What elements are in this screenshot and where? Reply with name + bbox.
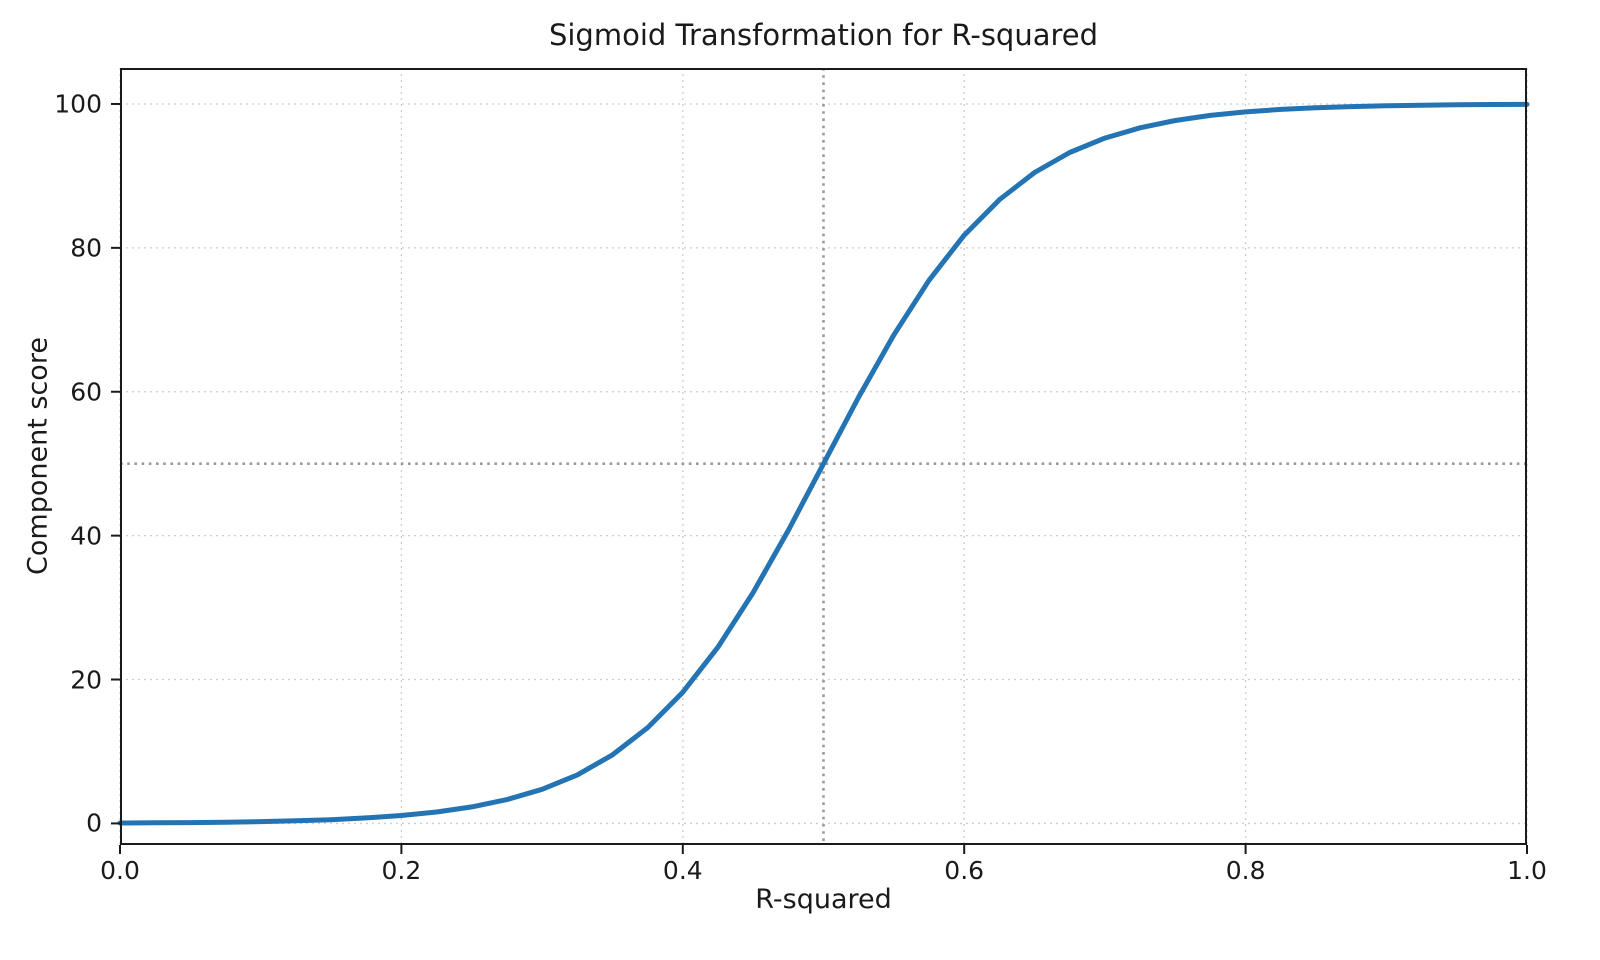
sigmoid-curve (117, 101, 1530, 826)
x-tick-label: 0.2 (381, 856, 422, 885)
y-tick-label: 40 (70, 521, 102, 551)
chart-title: Sigmoid Transformation for R-squared (548, 18, 1099, 52)
y-tick-label: 60 (70, 377, 102, 407)
y-tick-label: 0 (86, 808, 102, 838)
y-tick-label: 20 (70, 665, 102, 695)
x-tick-label: 1.0 (1507, 856, 1547, 885)
plot-area (111, 68, 1530, 854)
y-tick-label: 100 (54, 89, 102, 119)
x-tick-label: 0.8 (1225, 856, 1266, 885)
axes-spines (120, 68, 1527, 845)
x-tick-label: 0.0 (100, 856, 140, 885)
x-axis-label: R-squared (755, 884, 892, 915)
x-tick-label: 0.6 (944, 856, 985, 885)
x-tick-label: 0.4 (662, 856, 703, 885)
y-tick-label: 80 (70, 233, 102, 263)
